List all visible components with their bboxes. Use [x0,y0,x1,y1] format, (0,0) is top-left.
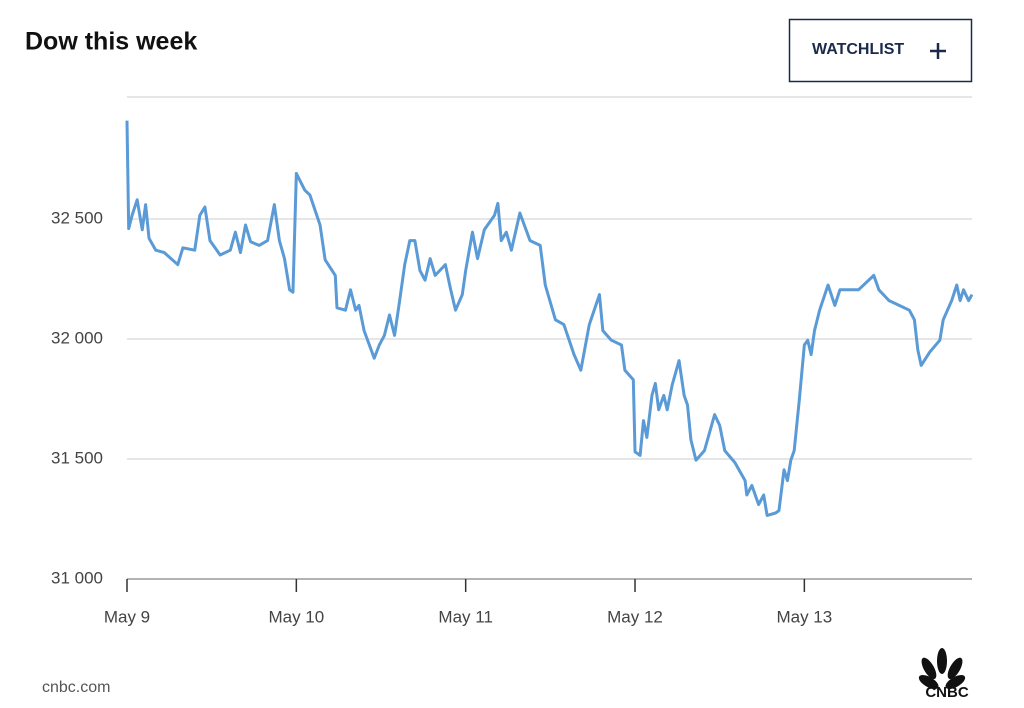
x-tick-label: May 13 [776,607,832,626]
logo-text: CNBC [925,684,968,701]
x-tick-label: May 11 [438,607,493,626]
price-line [125,120,974,517]
y-tick-label: 31 500 [51,448,103,467]
source: cnbc.com [42,679,110,696]
chart-title: Dow this week [25,28,197,56]
plus-icon[interactable] [930,43,946,59]
x-tick-label: May 12 [607,607,663,626]
x-tick-label: May 9 [104,607,150,626]
x-tick-label: May 10 [268,607,324,626]
button-label[interactable]: WATCHLIST [812,41,904,58]
y-tick-label: 32 000 [51,328,103,347]
cnbc-logo: CNBC [918,648,969,701]
y-tick-label: 31 000 [51,568,103,587]
y-tick-label: 32 500 [51,208,103,227]
watchlist-button[interactable]: WATCHLIST [788,18,973,83]
